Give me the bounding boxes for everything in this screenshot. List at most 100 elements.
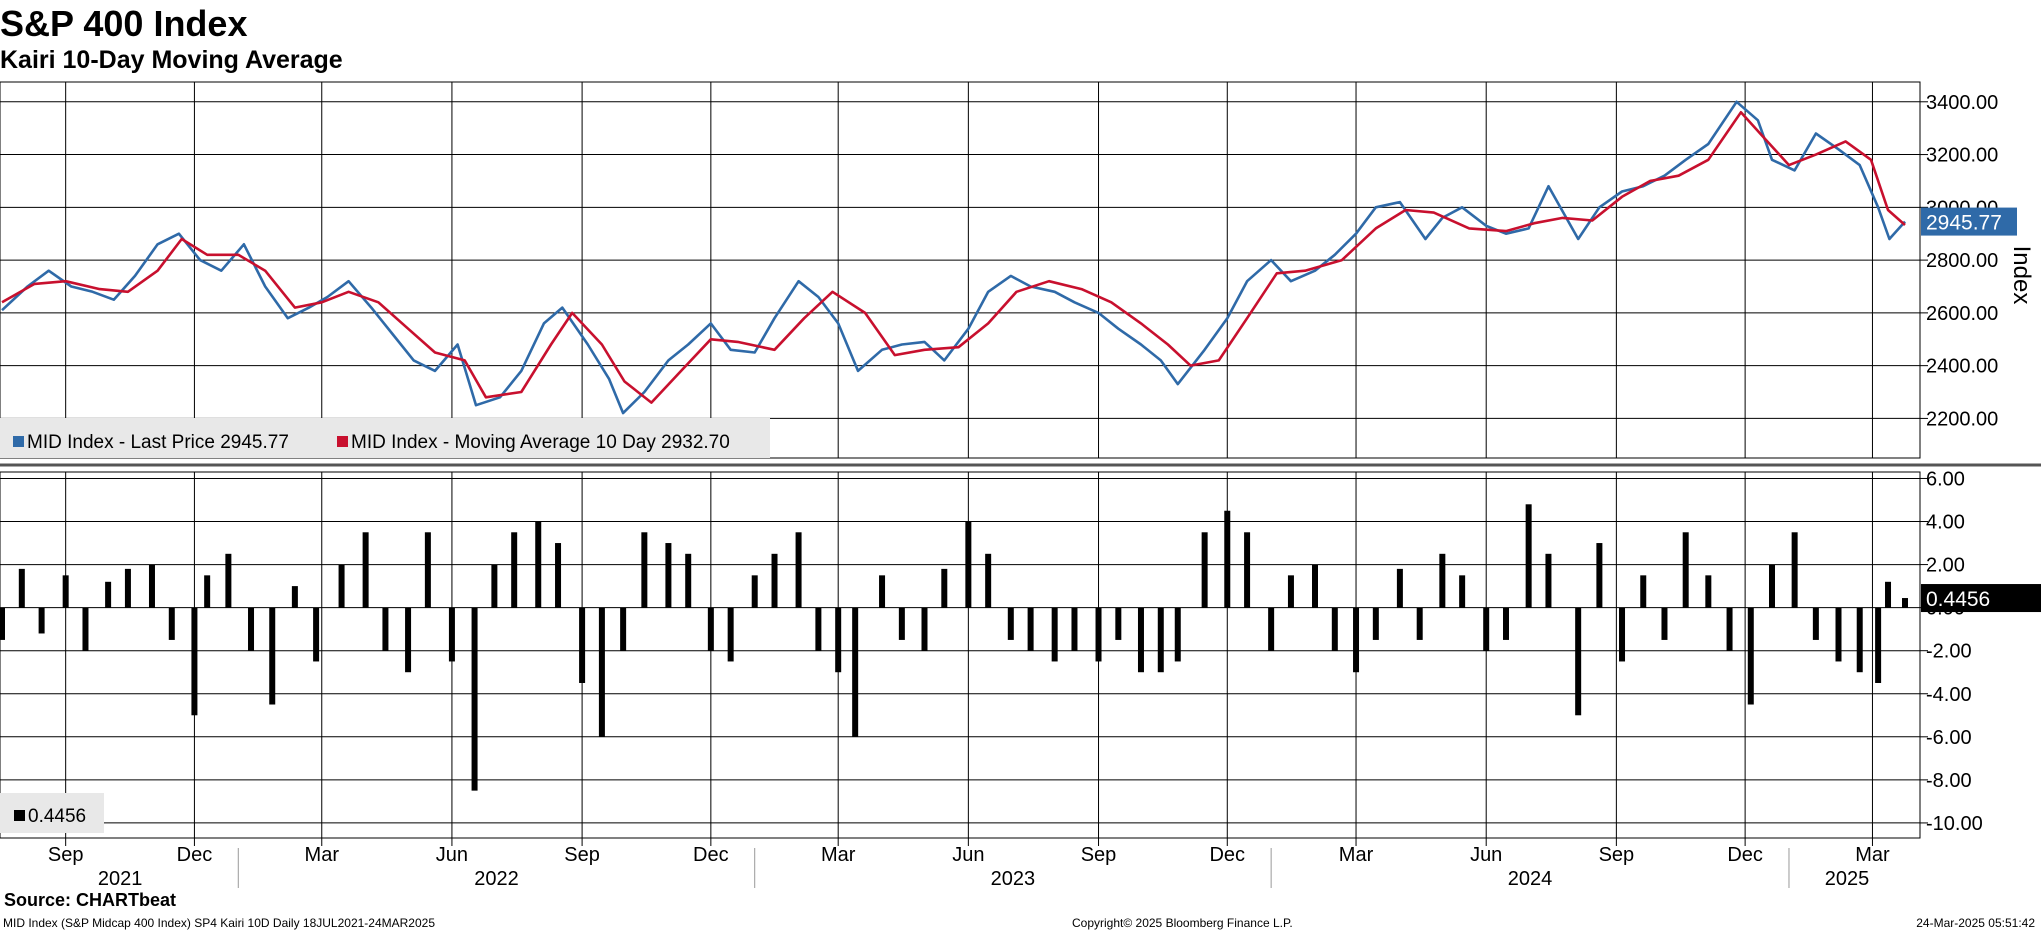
kairi-bar [665,543,672,608]
x-year-label: 2023 [991,868,1036,890]
kairi-bar [448,607,455,662]
x-tick-label: Dec [1209,844,1245,866]
x-year-label: 2024 [1508,868,1553,890]
kairi-bar [105,581,112,608]
x-tick-label: Mar [1339,844,1374,866]
kairi-bar [511,532,518,608]
kairi-bar [1503,607,1510,640]
x-tick-label: Dec [1727,844,1763,866]
price-line [1,100,1906,415]
kairi-bar [555,543,562,608]
kairi-bar [1416,607,1423,640]
kairi-bar [1856,607,1863,673]
kairi-bar [269,607,276,705]
kairi-bar [685,553,692,608]
y-tick-label: 2.00 [1926,555,1965,577]
kairi-bar [168,607,175,640]
kairi-bar [291,586,298,608]
y-tick-label: 6.00 [1926,468,1965,490]
kairi-bar [148,564,155,608]
kairi-bar [362,532,369,608]
kairi-bar [1885,581,1892,608]
kairi-bar [1311,564,1318,608]
kairi-bar [338,564,345,608]
kairi-bar [1268,607,1275,651]
kairi-bar [1726,607,1733,651]
x-tick-label: Mar [1855,844,1890,866]
kairi-bar [1682,532,1689,608]
kairi-bar [424,532,431,608]
legend-entry: MID Index - Last Price 2945.77 [27,432,289,453]
y-tick-label: 4.00 [1926,512,1965,534]
y-axis-label: Index [2008,246,2035,305]
kairi-bar [898,607,905,640]
kairi-bar [0,607,5,640]
kairi-bar [1137,607,1144,673]
last-price-marker [1921,207,2017,236]
kairi-bar [879,575,886,608]
kairi-bar [313,607,320,662]
legend-swatch [14,810,25,821]
kairi-bar [835,607,842,673]
kairi-bar [1769,564,1776,608]
kairi-bar [579,607,586,683]
kairi-bar [1812,607,1819,640]
kairi-bar [815,607,822,651]
legend-entry: MID Index - Moving Average 10 Day 2932.7… [351,432,730,453]
source-label: Source: CHARTbeat [4,890,177,910]
kairi-bar [1007,607,1014,640]
kairi-bar [1396,568,1403,608]
y-tick-label: -8.00 [1926,770,1972,792]
legend-box [0,418,770,458]
kairi-bar [1174,607,1181,662]
y-tick-label: 3200.00 [1926,145,1998,167]
kairi-bar [82,607,89,651]
kairi-bar [1095,607,1102,662]
y-tick-label: 2600.00 [1926,303,1998,325]
kairi-bar [1483,607,1490,651]
kairi-bar [771,553,778,608]
x-tick-label: Jun [436,844,468,866]
kairi-bar [985,553,992,608]
kairi-bar [751,575,758,608]
kairi-bar [1201,532,1208,608]
x-tick-label: Sep [1081,844,1117,866]
kairi-bar [1545,553,1552,608]
chart-title: S&P 400 Index [0,3,248,44]
x-tick-label: Dec [693,844,729,866]
price-panel-frame [0,81,1921,459]
x-tick-label: Jun [952,844,984,866]
moving-average-line [1,111,1906,404]
kairi-bar [1619,607,1626,662]
kairi-bar [727,607,734,662]
x-tick-label: Dec [177,844,213,866]
kairi-bar [1525,504,1532,608]
y-tick-label: -6.00 [1926,727,1972,749]
kairi-bar [1705,575,1712,608]
kairi-bar [641,532,648,608]
kairi-bar [1353,607,1360,673]
kairi-bar [1575,607,1582,716]
kairi-bar [1157,607,1164,673]
last-kairi-label: 0.4456 [1926,588,1990,611]
kairi-bar [491,564,498,608]
y-tick-label: -4.00 [1926,684,1972,706]
kairi-bar [1372,607,1379,640]
x-year-label: 2025 [1825,868,1870,890]
kairi-bar [1902,598,1908,608]
kairi-bar [620,607,627,651]
kairi-bar [707,607,714,651]
last-kairi-marker [1921,584,2041,613]
x-tick-label: Mar [821,844,856,866]
x-year-label: 2022 [474,868,519,890]
y-tick-label: 2400.00 [1926,356,1998,378]
kairi-bar [124,568,131,608]
copyright-label: Copyright© 2025 Bloomberg Finance L.P. [1072,916,1293,930]
y-tick-label: 2200.00 [1926,408,1998,430]
kairi-bar [1875,607,1882,683]
kairi-bar [225,553,232,608]
kairi-bar [941,568,948,608]
legend-entry: 0.4456 [28,806,86,827]
kairi-bar [1596,543,1603,608]
